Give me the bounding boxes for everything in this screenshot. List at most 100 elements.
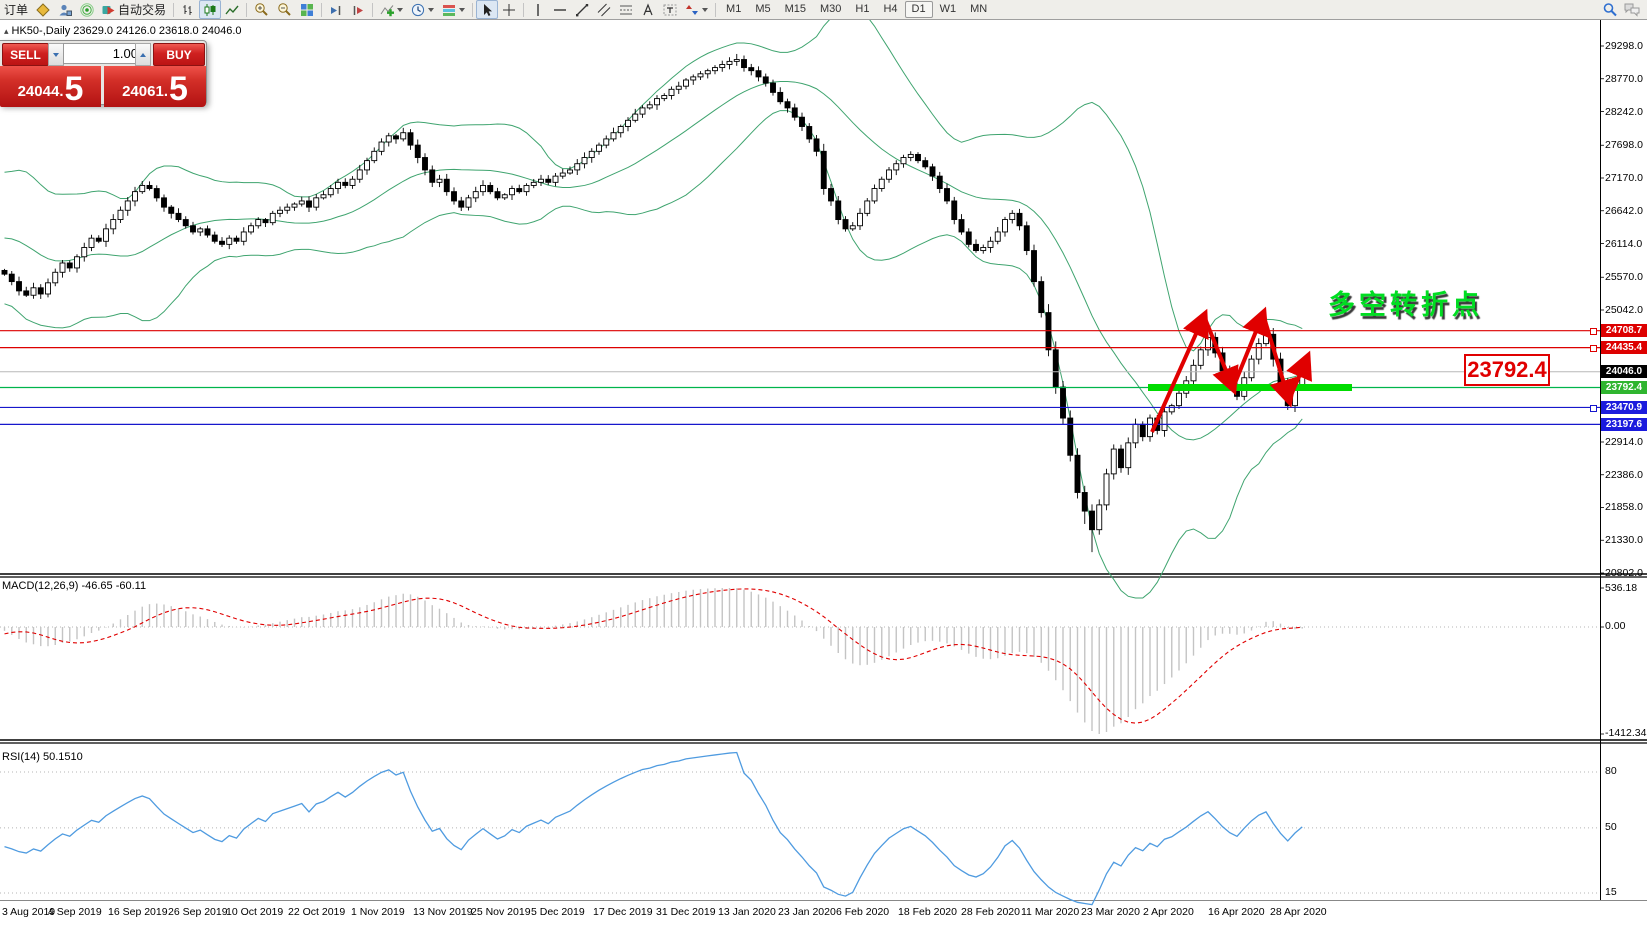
sell-price[interactable]: 24044. 5 xyxy=(0,66,101,107)
arrows-button[interactable] xyxy=(681,0,712,19)
price-axis-label: 26642.0 xyxy=(1605,204,1643,217)
line-handle[interactable] xyxy=(1590,404,1597,412)
timeframe-h4-button[interactable]: H4 xyxy=(883,3,898,15)
autotrading-icon xyxy=(102,5,115,14)
toolbar-separator xyxy=(321,2,323,17)
sell-button[interactable]: SELL xyxy=(2,43,49,66)
auto-scroll-icon xyxy=(331,5,341,15)
periods-caret-icon xyxy=(428,8,435,15)
crosshair-button[interactable] xyxy=(498,0,520,19)
rsi-axis-50: 50 xyxy=(1605,821,1617,833)
crosshair-icon xyxy=(503,3,516,16)
chart-shift-button[interactable] xyxy=(347,0,369,19)
time-axis-label: 3 Aug 2019 xyxy=(2,906,56,918)
price-axis-label: 21330.0 xyxy=(1605,534,1643,547)
autotrading-button[interactable]: 自动交易 xyxy=(98,0,170,19)
time-axis-label: 23 Jan 2020 xyxy=(778,906,836,918)
chat-icon[interactable] xyxy=(1624,2,1641,17)
time-axis-label: 13 Nov 2019 xyxy=(413,906,473,918)
equidistant-channel-button[interactable] xyxy=(593,0,615,19)
periods-clock-icon xyxy=(411,3,425,16)
one-click-trading-panel: SELL BUY 24044.5 24061.5 xyxy=(0,40,207,107)
time-axis-label: 16 Sep 2019 xyxy=(108,906,168,918)
timeframe-w1-button[interactable]: W1 xyxy=(939,3,957,15)
text-label-icon xyxy=(663,4,677,15)
periods-button[interactable] xyxy=(407,0,438,19)
sell-price-dot: . xyxy=(59,83,64,100)
fibonacci-icon xyxy=(620,5,633,14)
templates-button[interactable] xyxy=(438,0,469,19)
horizontal-line-button[interactable] xyxy=(549,0,571,19)
arrows-icon xyxy=(686,4,699,15)
price-axis-label: 22386.0 xyxy=(1605,468,1643,481)
timeframe-d1-button[interactable]: D1 xyxy=(904,1,933,18)
time-axis-label: 16 Apr 2020 xyxy=(1208,906,1265,918)
time-axis-label: 2 Apr 2020 xyxy=(1143,906,1194,918)
chart-shift-icon xyxy=(353,5,364,15)
text-icon xyxy=(643,2,653,15)
bar-chart-icon xyxy=(183,4,192,15)
price-level-label: 23792.4 xyxy=(1464,354,1550,386)
buy-price[interactable]: 24061. 5 xyxy=(104,66,206,107)
price-axis-label: 22914.0 xyxy=(1605,435,1643,448)
arrows-caret-icon xyxy=(702,8,709,15)
timeframe-m1-button[interactable]: M1 xyxy=(726,3,742,15)
macd-axis-min: -1412.34 xyxy=(1605,727,1647,739)
bar-chart-button[interactable] xyxy=(177,0,199,19)
fibonacci-button[interactable] xyxy=(615,0,637,19)
add-indicator-button[interactable] xyxy=(376,0,407,19)
time-axis-label: 31 Dec 2019 xyxy=(656,906,716,918)
buy-price-big-digit: 5 xyxy=(168,70,188,108)
zoom-in-icon xyxy=(255,3,268,16)
toolbar-separator xyxy=(472,2,474,17)
buy-price-dot: . xyxy=(163,83,168,100)
timeframe-m30-button[interactable]: M30 xyxy=(820,3,842,15)
signal-button[interactable] xyxy=(76,0,98,19)
add-indicator-caret-icon xyxy=(397,8,404,15)
time-axis-label: 6 Feb 2020 xyxy=(836,906,890,918)
time-axis-label: 28 Feb 2020 xyxy=(961,906,1020,918)
cursor-icon xyxy=(484,3,493,16)
toolbar-separator xyxy=(246,2,248,17)
symbol-info-text: HK50-,Daily 23629.0 24126.0 23618.0 2404… xyxy=(11,25,242,37)
vertical-line-button[interactable] xyxy=(527,0,549,19)
market-watch-button[interactable] xyxy=(32,0,54,19)
price-tag: 23470.9 xyxy=(1601,400,1647,414)
text-button[interactable] xyxy=(637,0,659,19)
cursor-button[interactable] xyxy=(476,0,499,19)
trend-line-button[interactable] xyxy=(571,0,593,19)
line-chart-button[interactable] xyxy=(221,0,243,19)
buy-price-main: 24061 xyxy=(122,83,164,100)
volume-increase-button[interactable] xyxy=(135,43,151,66)
auto-scroll-button[interactable] xyxy=(325,0,347,19)
navigator-button[interactable] xyxy=(54,0,76,19)
buy-button[interactable]: BUY xyxy=(153,43,205,66)
chart-marker-icon: ▴ xyxy=(4,26,9,36)
search-icon[interactable] xyxy=(1602,2,1618,17)
zoom-out-button[interactable] xyxy=(273,0,296,19)
timeframe-m15-button[interactable]: M15 xyxy=(784,3,806,15)
zoom-out-icon xyxy=(278,3,291,16)
time-axis-label: 28 Apr 2020 xyxy=(1270,906,1327,918)
text-label-button[interactable] xyxy=(659,0,681,19)
chart-annotation: 多空转折点 xyxy=(1328,290,1483,320)
time-axis-label: 22 Oct 2019 xyxy=(288,906,346,918)
time-axis-label: 23 Mar 2020 xyxy=(1081,906,1140,918)
volume-input[interactable] xyxy=(63,43,143,64)
tile-windows-icon xyxy=(301,3,314,16)
line-handle[interactable] xyxy=(1590,345,1597,353)
timeframe-mn-button[interactable]: MN xyxy=(970,3,988,15)
tile-windows-button[interactable] xyxy=(296,0,318,19)
time-axis-label: 4 Sep 2019 xyxy=(48,906,102,918)
macd-label: MACD(12,26,9) -46.65 -60.11 xyxy=(2,580,147,592)
market-watch-icon xyxy=(36,2,50,17)
line-handle[interactable] xyxy=(1590,328,1597,336)
templates-icon xyxy=(443,4,456,16)
new-order-button[interactable]: 订单 xyxy=(4,3,29,17)
timeframe-h1-button[interactable]: H1 xyxy=(855,3,870,15)
zoom-in-button[interactable] xyxy=(250,0,273,19)
candlestick-chart-button[interactable] xyxy=(199,0,222,19)
volume-decrease-button[interactable] xyxy=(48,43,64,66)
timeframe-m5-button[interactable]: M5 xyxy=(755,3,771,15)
